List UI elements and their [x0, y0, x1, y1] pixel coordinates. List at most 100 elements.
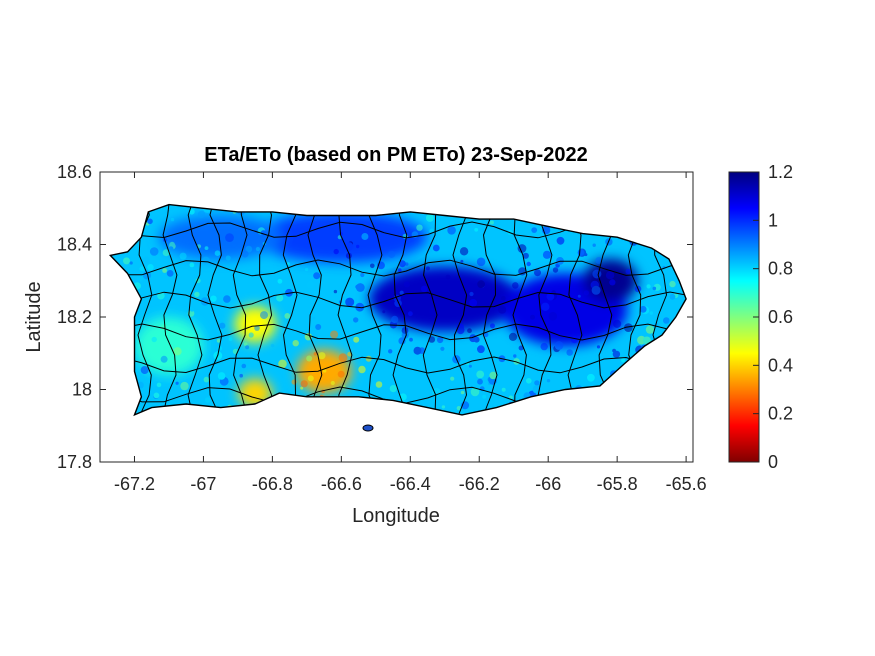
x-tick-label: -65.6	[666, 474, 707, 494]
heat-speckle	[669, 293, 676, 300]
heat-speckle	[180, 381, 189, 391]
heat-speckle	[501, 387, 506, 392]
heat-speckle	[477, 345, 485, 354]
heat-speckle	[210, 295, 217, 302]
heat-speckle	[245, 345, 250, 350]
colorbar-tick-label: 0.4	[768, 355, 793, 375]
heat-speckle	[432, 244, 440, 252]
heat-speckle	[587, 373, 595, 382]
heat-speckle	[522, 252, 529, 259]
heat-speckle	[255, 246, 260, 252]
municipality-boundary	[282, 204, 298, 415]
heat-speckle	[129, 261, 133, 265]
colorbar-ticks: 0 0.2 0.4 0.6 0.8 1 1.2	[753, 162, 793, 472]
heat-speckle	[370, 263, 375, 269]
municipality-boundary	[257, 204, 273, 415]
heat-speckle	[625, 268, 631, 275]
heat-speckle	[468, 364, 472, 368]
heat-speckle	[609, 279, 616, 286]
heat-speckle	[160, 355, 168, 363]
heat-speckle	[330, 330, 339, 339]
heat-speckle	[456, 406, 461, 411]
heat-speckle	[483, 332, 489, 338]
heat-speckle	[397, 268, 402, 273]
heat-speckle	[388, 349, 393, 354]
heat-speckle	[596, 345, 601, 349]
heat-speckle	[592, 243, 596, 247]
heat-speckle	[166, 270, 174, 277]
heat-speckle	[291, 379, 297, 385]
heat-speckle	[476, 370, 485, 379]
heat-speckle	[469, 291, 474, 297]
heat-speckle	[219, 322, 226, 329]
heat-speckle	[261, 266, 267, 273]
heat-speckle	[425, 266, 430, 271]
heat-speckle	[300, 386, 304, 390]
heat-speckle	[139, 266, 145, 272]
heat-speckle	[440, 346, 445, 351]
heat-speckle	[375, 381, 383, 388]
heat-speckle	[175, 381, 179, 385]
heat-speckle	[546, 379, 551, 383]
heat-speckle	[621, 358, 626, 363]
x-axis: -67.2 -67 -66.8 -66.6 -66.4 -66.2 -66 -65.8 -65.…	[114, 172, 707, 494]
heat-speckle	[409, 337, 413, 342]
heat-speckle	[546, 292, 555, 301]
heat-speckle	[228, 337, 233, 341]
heat-speckle	[214, 250, 221, 256]
heat-speckle	[531, 227, 538, 234]
heat-speckle	[482, 394, 487, 399]
heat-speckle	[401, 327, 409, 334]
municipality-boundary	[232, 204, 248, 415]
heat-speckle	[512, 282, 519, 289]
heat-speckle	[223, 295, 231, 303]
heat-speckle	[541, 302, 550, 311]
heat-speckle	[241, 363, 247, 369]
colorbar-tick-label: 0	[768, 452, 778, 472]
chart-title: ETa/ETo (based on PM ETo) 23-Sep-2022	[204, 144, 587, 166]
heat-speckle	[592, 269, 602, 279]
heat-speckle	[479, 226, 486, 233]
heat-speckle	[583, 290, 590, 296]
heat-speckle	[584, 253, 588, 257]
colorbar-tick-label: 0.2	[768, 404, 793, 424]
heat-speckle	[476, 257, 486, 267]
heat-speckle	[179, 252, 187, 260]
heat-speckle	[173, 347, 182, 356]
x-tick-label: -66	[535, 474, 561, 494]
heat-speckle	[203, 376, 210, 383]
heat-speckle	[405, 262, 409, 266]
heat-speckle	[333, 289, 338, 294]
heat-speckle	[456, 326, 465, 335]
heat-speckle	[205, 397, 211, 403]
heat-speckle	[254, 325, 260, 331]
municipality-boundary	[207, 204, 223, 415]
heat-speckle	[387, 250, 396, 258]
heat-speckle	[556, 236, 565, 245]
heat-speckle	[360, 272, 365, 278]
heat-speckle	[408, 311, 413, 317]
heat-speckle	[469, 299, 478, 307]
colorbar-tick-label: 0.8	[768, 259, 793, 279]
x-tick-label: -67.2	[114, 474, 155, 494]
heat-speckle	[305, 267, 309, 272]
municipality-boundary	[110, 323, 687, 341]
x-tick-label: -65.8	[597, 474, 638, 494]
heat-speckle	[500, 296, 506, 301]
heat-speckle	[552, 267, 559, 273]
heat-speckle	[201, 256, 210, 265]
heat-speckle	[147, 264, 154, 271]
heat-speckle	[477, 378, 483, 385]
heat-speckle	[153, 392, 160, 399]
heat-speckle	[420, 285, 428, 293]
heat-speckle	[652, 286, 657, 291]
heat-speckle	[292, 340, 299, 347]
island-outline	[108, 203, 687, 417]
heat-speckle	[382, 310, 386, 314]
heat-speckle	[197, 210, 206, 219]
colorbar-tick-label: 1.2	[768, 162, 793, 182]
heat-speckle	[425, 213, 434, 222]
heat-speckle	[333, 248, 339, 255]
heat-speckle	[639, 305, 647, 313]
municipality-boundary	[512, 204, 528, 415]
